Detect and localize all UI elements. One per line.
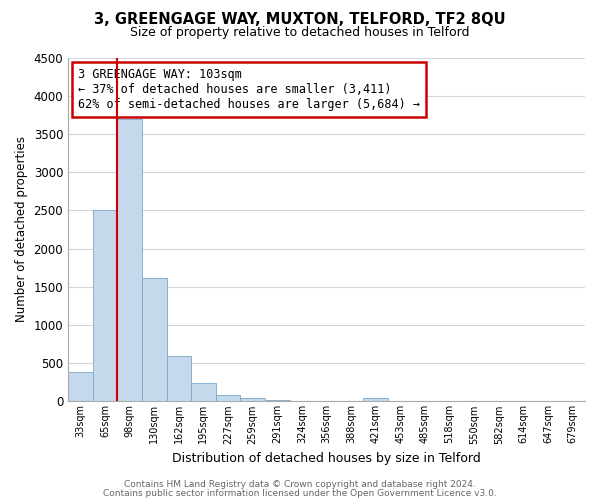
Bar	[68, 372, 92, 402]
Bar	[167, 356, 191, 402]
Bar	[92, 210, 117, 402]
Bar	[142, 278, 167, 402]
Y-axis label: Number of detached properties: Number of detached properties	[15, 136, 28, 322]
Text: 3 GREENGAGE WAY: 103sqm
← 37% of detached houses are smaller (3,411)
62% of semi: 3 GREENGAGE WAY: 103sqm ← 37% of detache…	[79, 68, 421, 111]
Bar	[117, 118, 142, 402]
Text: Size of property relative to detached houses in Telford: Size of property relative to detached ho…	[130, 26, 470, 39]
Bar	[216, 394, 241, 402]
Bar	[191, 383, 216, 402]
Bar	[364, 398, 388, 402]
Bar	[241, 398, 265, 402]
Text: 3, GREENGAGE WAY, MUXTON, TELFORD, TF2 8QU: 3, GREENGAGE WAY, MUXTON, TELFORD, TF2 8…	[94, 12, 506, 28]
Bar	[265, 400, 290, 402]
Text: Contains public sector information licensed under the Open Government Licence v3: Contains public sector information licen…	[103, 488, 497, 498]
X-axis label: Distribution of detached houses by size in Telford: Distribution of detached houses by size …	[172, 452, 481, 465]
Text: Contains HM Land Registry data © Crown copyright and database right 2024.: Contains HM Land Registry data © Crown c…	[124, 480, 476, 489]
